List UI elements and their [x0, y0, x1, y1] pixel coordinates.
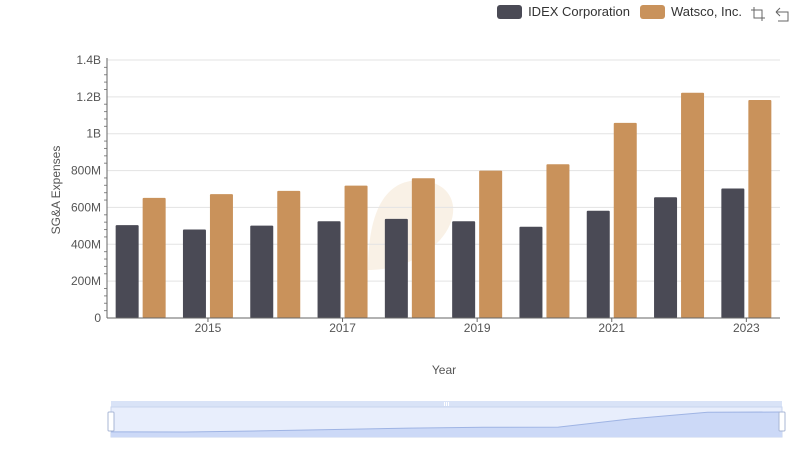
- bar-watsco: [546, 164, 570, 318]
- zoom-handle-right: [778, 411, 786, 432]
- zoom-reset-icon[interactable]: [774, 6, 790, 22]
- y-tick-label: 1.4B: [76, 53, 101, 67]
- bar-idex: [519, 226, 543, 318]
- bar-watsco: [142, 197, 166, 318]
- zoom-line: [110, 411, 783, 433]
- bar-watsco: [681, 92, 705, 318]
- legend-swatch-watsco: [639, 4, 665, 19]
- y-tick-label: 1B: [86, 127, 101, 141]
- bar-idex: [317, 221, 341, 318]
- bar-idex: [654, 197, 678, 318]
- legend-item-watsco[interactable]: Watsco, Inc.: [639, 4, 742, 19]
- bar-watsco: [411, 178, 435, 318]
- y-tick-label: 1.2B: [76, 90, 101, 104]
- zoom-icon[interactable]: [750, 6, 766, 22]
- bar-watsco: [748, 99, 772, 319]
- bar-idex: [452, 221, 476, 318]
- legend-item-idex[interactable]: IDEX Corporation: [497, 4, 630, 19]
- bar-watsco: [613, 122, 637, 318]
- bar-idex: [250, 225, 274, 318]
- bar-idex: [182, 229, 206, 318]
- watermark-logo: [368, 180, 454, 270]
- bar-watsco: [344, 185, 368, 318]
- bars: [115, 92, 772, 319]
- legend: IDEX Corporation Watsco, Inc.: [497, 4, 742, 19]
- bar-idex: [721, 188, 745, 318]
- legend-swatch-idex: [497, 4, 523, 19]
- y-tick-label: 400M: [71, 237, 101, 251]
- legend-label-idex: IDEX Corporation: [528, 4, 630, 19]
- bar-idex: [115, 225, 139, 318]
- axes: 0 200M 400M 600M 800M 1B 1.2B 1.4B 2015 2017 2019 2…: [71, 53, 780, 335]
- x-tick-label: 2019: [464, 321, 491, 335]
- grid: [107, 59, 780, 282]
- toolbox: [750, 6, 790, 22]
- y-tick-label: 600M: [71, 200, 101, 214]
- y-tick-label: 0: [94, 311, 101, 325]
- x-tick-label: 2021: [598, 321, 625, 335]
- y-tick-label: 200M: [71, 274, 101, 288]
- x-tick-label: 2017: [329, 321, 356, 335]
- data-zoom-slider[interactable]: [107, 401, 786, 438]
- bar-watsco: [209, 194, 233, 318]
- bar-watsco: [277, 190, 301, 318]
- x-tick-label: 2023: [733, 321, 760, 335]
- bar-idex: [384, 218, 408, 318]
- y-axis-label: SG&A Expenses: [49, 146, 63, 235]
- x-tick-label: 2015: [195, 321, 222, 335]
- y-tick-label: 800M: [71, 164, 101, 178]
- x-axis-label: Year: [432, 363, 456, 377]
- legend-label-watsco: Watsco, Inc.: [670, 4, 742, 19]
- zoom-handle-left: [107, 411, 115, 432]
- bar-watsco: [479, 170, 503, 318]
- bar-idex: [586, 210, 610, 318]
